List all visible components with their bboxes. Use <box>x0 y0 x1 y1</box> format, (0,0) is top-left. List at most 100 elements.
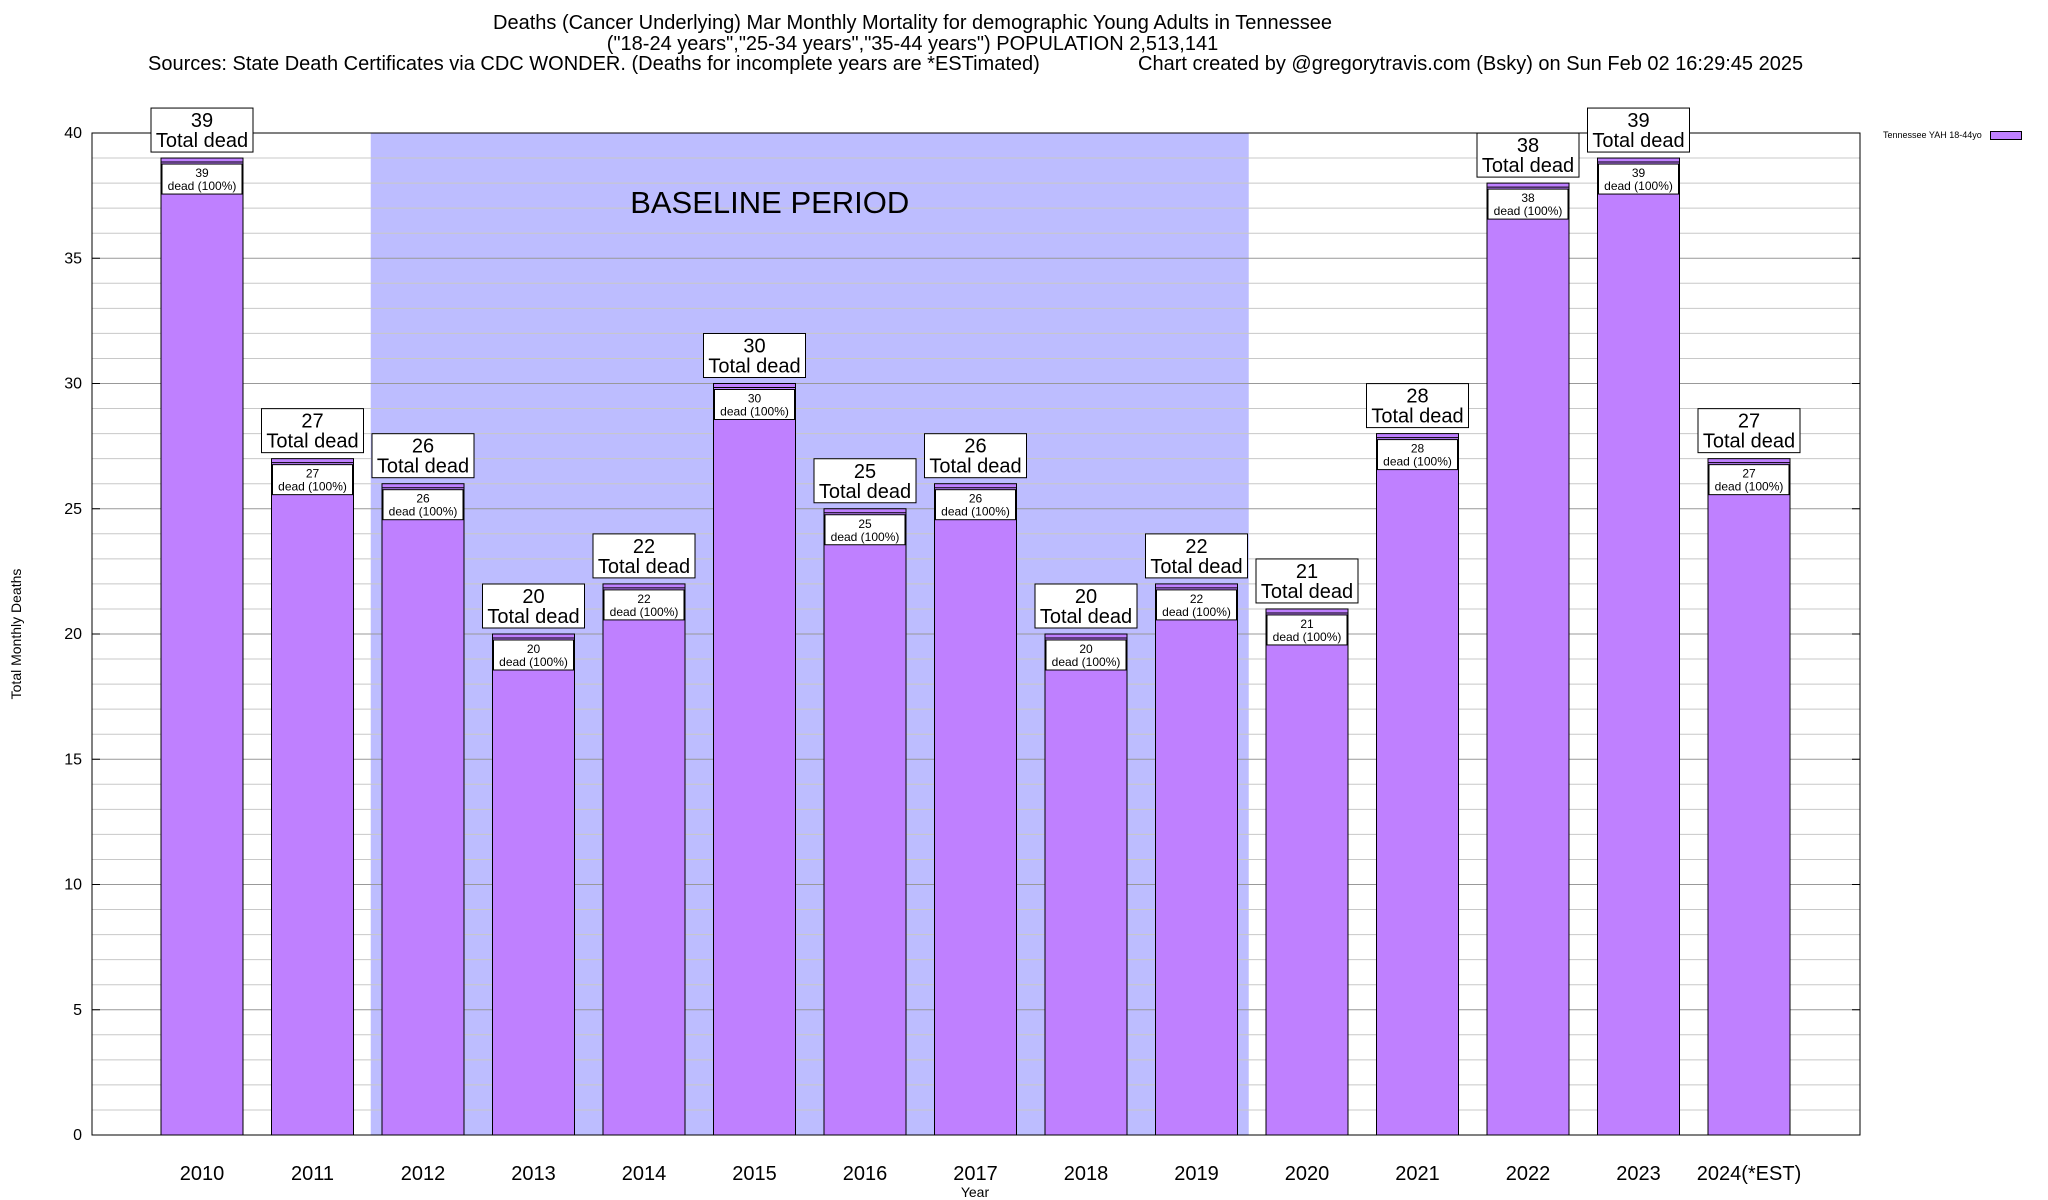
bar-inner-value: 26 <box>969 492 983 506</box>
bar <box>1044 633 1128 1136</box>
bar-inner-percent: dead (100%) <box>278 480 347 494</box>
bar-total-value: 27 <box>1738 411 1760 433</box>
bar-total-value: 20 <box>522 586 544 608</box>
bar-total-label: Total dead <box>156 130 248 152</box>
bar-inner-label-box <box>714 389 795 420</box>
x-tick-label: 2014 <box>622 1163 667 1185</box>
x-tick-label: 2011 <box>291 1163 334 1185</box>
bar-inner-percent: dead (100%) <box>941 505 1010 519</box>
bar-total-value: 30 <box>743 336 765 358</box>
bar-total-label: Total dead <box>1261 581 1353 603</box>
bar-inner-percent: dead (100%) <box>610 605 679 619</box>
x-tick-label: 2012 <box>401 1163 446 1185</box>
bar <box>1707 458 1791 1136</box>
bar-inner-percent: dead (100%) <box>389 505 458 519</box>
bar-inner-value: 27 <box>1742 467 1756 481</box>
bar-inner-label-box <box>1708 464 1790 496</box>
bar-inner-percent: dead (100%) <box>499 655 568 669</box>
bar <box>934 483 1017 1136</box>
bar-inner-label-box <box>824 514 906 546</box>
bar-inner-percent: dead (100%) <box>720 405 789 419</box>
bar <box>271 458 354 1136</box>
x-tick-label: 2017 <box>953 1163 998 1185</box>
bar-total-value: 21 <box>1296 561 1318 583</box>
bar-inner-label-box <box>161 163 243 195</box>
bar-total-value: 38 <box>1517 135 1539 157</box>
bar-total-label-box <box>371 433 475 479</box>
x-tick-label: 2018 <box>1064 1163 1109 1185</box>
bar-inner-label-box <box>1377 439 1458 471</box>
bar-inner-label-box <box>1266 614 1348 646</box>
bar-total-label: Total dead <box>1371 406 1463 428</box>
x-tick-label: 2024(*EST) <box>1697 1163 1802 1185</box>
chart-legend: Tennessee YAH 18-44yo <box>1883 130 2022 141</box>
x-tick-label: 2022 <box>1506 1163 1551 1185</box>
legend-label: Tennessee YAH 18-44yo <box>1883 130 1982 140</box>
bar-inner-label-box <box>1598 163 1679 195</box>
chart-title: Deaths (Cancer Underlying) Mar Monthly M… <box>493 12 1332 34</box>
bar-inner-label-box <box>1487 188 1569 220</box>
bar-inner-value: 22 <box>1190 592 1204 606</box>
bar-total-value: 26 <box>964 436 986 458</box>
bar-total-label: Total dead <box>487 606 579 628</box>
y-axis-title: Total Monthly Deaths <box>8 569 24 700</box>
bar-inner-value: 26 <box>416 492 430 506</box>
y-tick-label: 20 <box>64 626 82 643</box>
bar-total-value: 20 <box>1075 586 1097 608</box>
bar-total-label-box <box>1034 583 1138 629</box>
bar-inner-value: 28 <box>1411 442 1425 456</box>
bar-inner-percent: dead (100%) <box>831 530 900 544</box>
bar-inner-value: 21 <box>1300 617 1314 631</box>
bar-inner-percent: dead (100%) <box>1273 630 1342 644</box>
bar-inner-label-box <box>382 489 464 521</box>
bar-total-label-box <box>1587 107 1690 153</box>
bar-inner-label-box <box>493 639 574 671</box>
bar-inner-label-box <box>1045 639 1127 671</box>
bar-total-value: 22 <box>633 536 655 558</box>
baseline-period-label: BASELINE PERIOD <box>630 185 909 220</box>
x-tick-label: 2019 <box>1174 1163 1219 1185</box>
bar-total-label-box <box>1476 132 1580 178</box>
bar-inner-value: 39 <box>195 166 209 180</box>
bar-total-label-box <box>261 408 364 454</box>
bar-total-label: Total dead <box>929 456 1021 478</box>
bar-total-label-box <box>150 107 254 153</box>
y-tick-label: 40 <box>64 125 82 142</box>
bar-inner-label-box <box>935 489 1016 521</box>
bar-total-label-box <box>592 533 696 579</box>
y-tick-label: 30 <box>64 376 82 393</box>
bar-inner-value: 27 <box>306 467 320 481</box>
bar <box>602 583 686 1136</box>
x-tick-label: 2023 <box>1616 1163 1661 1185</box>
bar-total-label: Total dead <box>819 481 911 503</box>
bar <box>160 157 244 1136</box>
y-tick-label: 35 <box>64 250 82 267</box>
y-tick-label: 25 <box>64 501 82 518</box>
x-tick-label: 2015 <box>732 1163 777 1185</box>
bar-total-value: 26 <box>412 436 434 458</box>
bar-total-label: Total dead <box>1040 606 1132 628</box>
bar-inner-value: 39 <box>1632 166 1646 180</box>
x-axis-title: Year <box>961 1184 990 1200</box>
bar-inner-value: 20 <box>1079 642 1093 656</box>
bar-total-label-box <box>703 333 806 378</box>
bar <box>1265 608 1349 1136</box>
y-tick-label: 10 <box>64 877 82 894</box>
bar-total-value: 27 <box>301 411 323 433</box>
bar-total-label: Total dead <box>1150 556 1242 578</box>
bar-inner-percent: dead (100%) <box>1383 455 1452 469</box>
bar-total-value: 25 <box>854 461 876 483</box>
y-tick-label: 15 <box>64 751 82 768</box>
bar-total-value: 22 <box>1185 536 1207 558</box>
bar-total-label-box <box>1697 408 1801 454</box>
bar-inner-label-box <box>603 589 685 621</box>
bar-inner-value: 20 <box>527 642 541 656</box>
bar-inner-value: 25 <box>858 517 872 531</box>
bar-inner-percent: dead (100%) <box>1494 204 1563 218</box>
bar-inner-percent: dead (100%) <box>1715 480 1784 494</box>
y-tick-label: 0 <box>73 1127 82 1144</box>
bar-total-value: 39 <box>1627 110 1649 132</box>
bar <box>381 483 465 1136</box>
bar <box>713 383 796 1136</box>
